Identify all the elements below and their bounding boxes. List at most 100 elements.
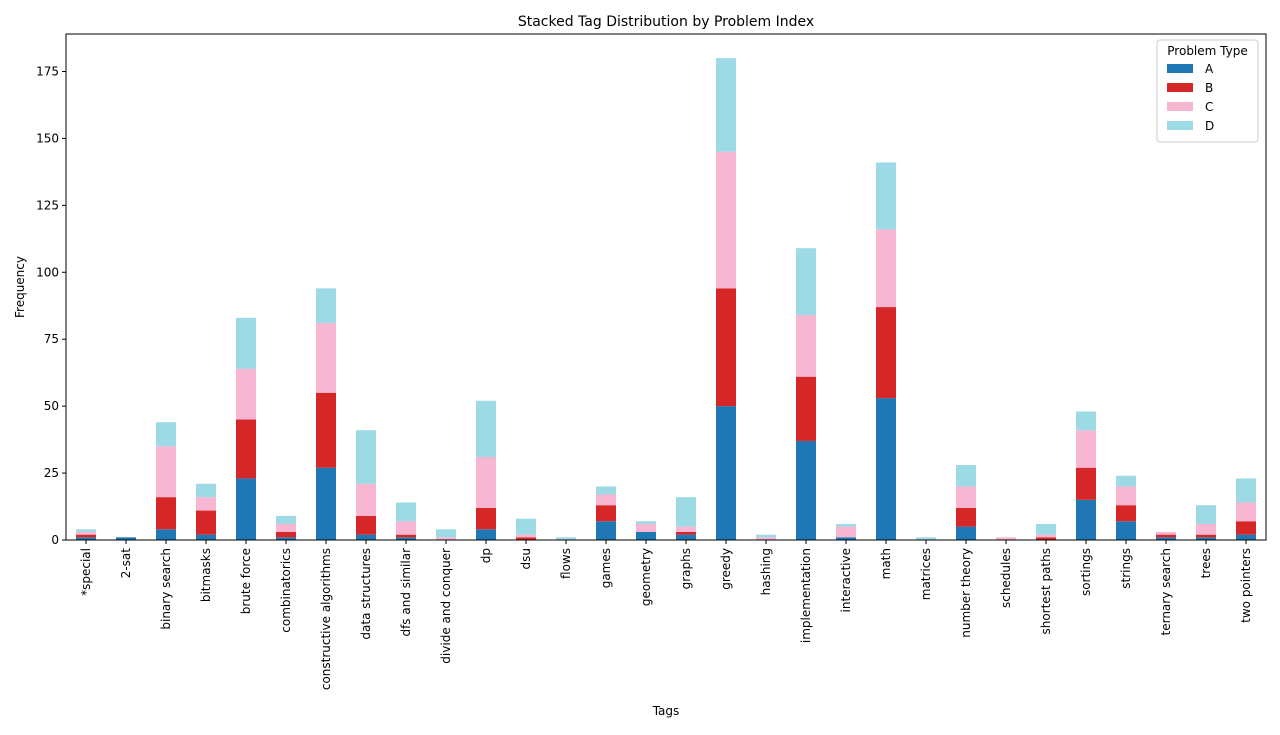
bar-segment: [156, 497, 176, 530]
bar-segment: [716, 288, 736, 407]
x-tick-label: trees: [1199, 548, 1213, 578]
bar-segment: [516, 534, 536, 538]
bar-segment: [316, 392, 336, 468]
bar-segment: [276, 515, 296, 524]
y-tick-label: 50: [44, 399, 59, 413]
x-tick-label: matrices: [919, 548, 933, 600]
x-tick-label: combinatorics: [279, 548, 293, 633]
y-tick-label: 25: [44, 466, 59, 480]
y-tick-label: 150: [36, 131, 59, 145]
bar-segment: [876, 162, 896, 230]
bar-segment: [1236, 502, 1256, 522]
bar-segment: [516, 537, 536, 540]
bar-segment: [1196, 523, 1216, 535]
bar-segment: [876, 398, 896, 540]
bar-segment: [596, 505, 616, 522]
legend-swatch: [1167, 83, 1193, 92]
bar-segment: [836, 537, 856, 540]
bar-segment: [956, 465, 976, 487]
x-tick-label: greedy: [719, 548, 733, 590]
bar-segment: [876, 229, 896, 308]
x-tick-label: divide and conquer: [439, 548, 453, 664]
bar-segment: [396, 534, 416, 538]
x-axis-label: Tags: [652, 704, 680, 718]
bar-segment: [956, 486, 976, 508]
legend-title: Problem Type: [1167, 44, 1247, 58]
bar-segment: [356, 430, 376, 484]
x-tick-label: binary search: [159, 548, 173, 630]
legend-label: D: [1205, 119, 1214, 133]
bar-segment: [476, 507, 496, 530]
legend-label: A: [1205, 62, 1214, 76]
bar-segment: [916, 537, 936, 540]
bar-segment: [756, 534, 776, 538]
bar-segment: [76, 537, 96, 540]
bar-segment: [236, 478, 256, 540]
x-tick-label: dp: [479, 548, 493, 563]
x-tick-label: flows: [559, 548, 573, 579]
bar-segment: [1116, 475, 1136, 487]
bar-segment: [1236, 534, 1256, 540]
bar-segment: [956, 507, 976, 527]
bar-segment: [1156, 534, 1176, 538]
bar-segment: [716, 151, 736, 289]
bar-segment: [1036, 523, 1056, 535]
x-tick-label: schedules: [999, 548, 1013, 608]
bar-segment: [396, 502, 416, 522]
bar-segment: [276, 523, 296, 532]
bar-segment: [1076, 499, 1096, 540]
bar-segment: [156, 422, 176, 447]
bar-segment: [356, 534, 376, 540]
bar-segment: [796, 315, 816, 377]
bar-segment: [236, 419, 256, 479]
bar-segment: [316, 288, 336, 324]
bar-segment: [476, 457, 496, 508]
x-tick-label: math: [879, 548, 893, 579]
bar-segment: [116, 537, 136, 540]
y-tick-label: 100: [36, 265, 59, 279]
y-tick-label: 125: [36, 198, 59, 212]
x-tick-label: strings: [1119, 548, 1133, 589]
bar-segment: [636, 531, 656, 540]
bar-segment: [796, 440, 816, 540]
x-tick-label: dsu: [519, 548, 533, 569]
bar-segment: [196, 483, 216, 498]
x-tick-label: ternary search: [1159, 548, 1173, 635]
bar-segment: [476, 400, 496, 458]
bar-segment: [676, 497, 696, 527]
bar-segment: [1036, 534, 1056, 538]
bar-segment: [436, 529, 456, 538]
x-tick-label: dfs and similar: [399, 548, 413, 637]
x-tick-label: interactive: [839, 548, 853, 612]
bar-segment: [756, 537, 776, 540]
bar-segment: [956, 526, 976, 540]
legend-swatch: [1167, 102, 1193, 111]
y-axis-label: Frequency: [13, 256, 27, 318]
bar-segment: [316, 467, 336, 540]
y-tick-label: 75: [44, 332, 59, 346]
bar-segment: [836, 526, 856, 538]
bar-segment: [676, 531, 696, 535]
bar-segment: [516, 518, 536, 535]
legend-label: C: [1205, 100, 1213, 114]
bar-segment: [636, 523, 656, 532]
bar-segment: [356, 483, 376, 516]
bar-segment: [1236, 521, 1256, 535]
bar-segment: [436, 537, 456, 540]
bar-segment: [996, 537, 1016, 540]
bar-segment: [556, 537, 576, 540]
x-tick-label: graphs: [679, 548, 693, 589]
bar-segment: [236, 368, 256, 420]
x-tick-label: games: [599, 548, 613, 588]
legend-swatch: [1167, 121, 1193, 130]
bar-segment: [1076, 467, 1096, 500]
bar-segment: [796, 248, 816, 316]
bar-segment: [716, 406, 736, 540]
bar-segment: [76, 531, 96, 535]
bar-segment: [276, 531, 296, 538]
bar-segment: [676, 534, 696, 540]
bar-segment: [796, 376, 816, 441]
legend-swatch: [1167, 64, 1193, 73]
bar-segment: [836, 523, 856, 527]
x-tick-label: two pointers: [1239, 548, 1253, 623]
